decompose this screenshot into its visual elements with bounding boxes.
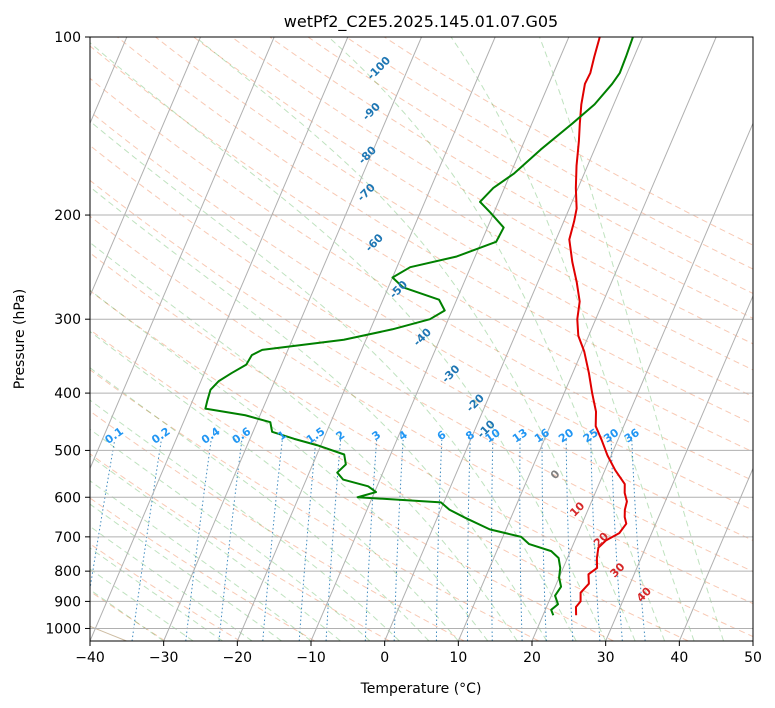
- mixing-ratio-line: [541, 439, 547, 641]
- moist-adiabat-line: [90, 241, 518, 641]
- isotherm-gridline: [90, 37, 201, 298]
- y-tick-label: 400: [54, 386, 81, 402]
- x-tick-label: 50: [744, 650, 762, 666]
- moist-adiabat-line: [90, 399, 400, 641]
- isotherm-gridline: [384, 37, 643, 641]
- mixing-ratio-line: [466, 439, 471, 641]
- y-tick-label: 1000: [45, 621, 81, 637]
- moist-adiabat-line: [90, 330, 459, 641]
- mixing-ratio-line: [610, 439, 623, 641]
- x-tick-label: −30: [149, 650, 179, 666]
- isotherm-gridline: [90, 37, 275, 470]
- mixing-ratio-line: [218, 439, 243, 641]
- moist-adiabat-line: [90, 367, 430, 641]
- y-tick-label: 900: [54, 594, 81, 610]
- mixing-ratio-line: [325, 439, 342, 641]
- dry-adiabat-line: [90, 329, 614, 641]
- x-axis-label: Temperature (°C): [360, 681, 482, 697]
- moist-adiabat-line: [539, 37, 725, 641]
- mixing-ratio-line: [185, 439, 212, 641]
- dry-adiabat-line: [90, 252, 753, 638]
- y-tick-label: 100: [54, 30, 81, 46]
- x-tick-label: 0: [380, 650, 389, 666]
- x-tick-label: −10: [296, 650, 326, 666]
- moist-adiabat-line: [90, 120, 577, 641]
- mixing-ratio-line: [590, 439, 601, 641]
- moist-adiabat-line: [90, 455, 341, 641]
- isotherm-gridline: [605, 294, 753, 641]
- moist-adiabats: [90, 37, 725, 641]
- dewpoint-profile-line: [204, 37, 634, 616]
- dry-adiabat-line: [90, 497, 315, 641]
- mixing-ratio-line: [298, 439, 317, 641]
- dry-adiabat-line: [90, 215, 753, 605]
- moist-adiabat-line: [90, 42, 607, 641]
- moist-adiabat-line: [90, 289, 489, 641]
- dry-adiabat-line: [117, 37, 753, 425]
- mixing-ratio-line: [435, 439, 443, 641]
- y-tick-label: 200: [54, 208, 81, 224]
- y-axis-label: Pressure (hPa): [12, 289, 28, 389]
- y-tick-label: 700: [54, 530, 81, 546]
- axes: −40 −30 −20 −10 0 10 20 30 40 50 100 200 300 400 500 60…: [45, 30, 762, 666]
- isotherm-gridline: [457, 37, 717, 641]
- y-tick-label: 600: [54, 490, 81, 506]
- y-tick-label: 500: [54, 443, 81, 459]
- moist-adiabat-line: [90, 428, 371, 641]
- isotherm-gridline: [163, 37, 422, 641]
- mixing-ratio-lines: [90, 439, 646, 641]
- moist-adiabat-line: [328, 37, 666, 641]
- grid-lines: [90, 37, 753, 641]
- mixing-ratio-line: [393, 439, 404, 641]
- mixing-ratio-line: [519, 439, 523, 641]
- dry-adiabat-line: [90, 290, 689, 641]
- moist-adiabat-line: [450, 37, 695, 641]
- dry-adiabat-line: [90, 45, 753, 453]
- data-series: [204, 37, 634, 616]
- isotherm-gridline: [310, 37, 570, 641]
- x-tick-label: −20: [223, 650, 253, 666]
- chart-title: wetPf2_C2E5.2025.145.01.07.G05: [284, 12, 558, 32]
- mixing-ratio-line: [565, 439, 574, 641]
- mixing-ratio-line: [491, 439, 494, 641]
- temperature-profile-line: [568, 37, 628, 616]
- isotherm-gridline: [236, 37, 496, 641]
- x-tick-label: 20: [523, 650, 541, 666]
- isotherm-gridline: [531, 122, 753, 641]
- x-tick-label: 10: [449, 650, 467, 666]
- x-tick-label: −40: [75, 650, 105, 666]
- mixing-ratio-line: [131, 439, 162, 641]
- dry-adiabat-line: [269, 37, 753, 319]
- y-tick-label: 300: [54, 312, 81, 328]
- plot-frame: [89, 36, 754, 642]
- dry-adiabat-line: [193, 37, 753, 371]
- y-tick-label: 800: [54, 564, 81, 580]
- isotherm-gridline: [90, 37, 349, 641]
- dry-adiabat-line: [155, 37, 753, 398]
- dry-adiabat-line: [90, 369, 540, 641]
- mixing-ratio-line: [262, 439, 283, 641]
- moist-adiabat-line: [195, 37, 636, 641]
- dry-adiabat-line: [90, 410, 465, 641]
- x-tick-label: 40: [670, 650, 688, 666]
- isotherm-gridline: [678, 467, 753, 641]
- mixing-ratio-line: [364, 439, 378, 641]
- mixing-ratio-line: [631, 439, 646, 641]
- moist-adiabat-line: [90, 589, 164, 641]
- x-tick-label: 30: [597, 650, 615, 666]
